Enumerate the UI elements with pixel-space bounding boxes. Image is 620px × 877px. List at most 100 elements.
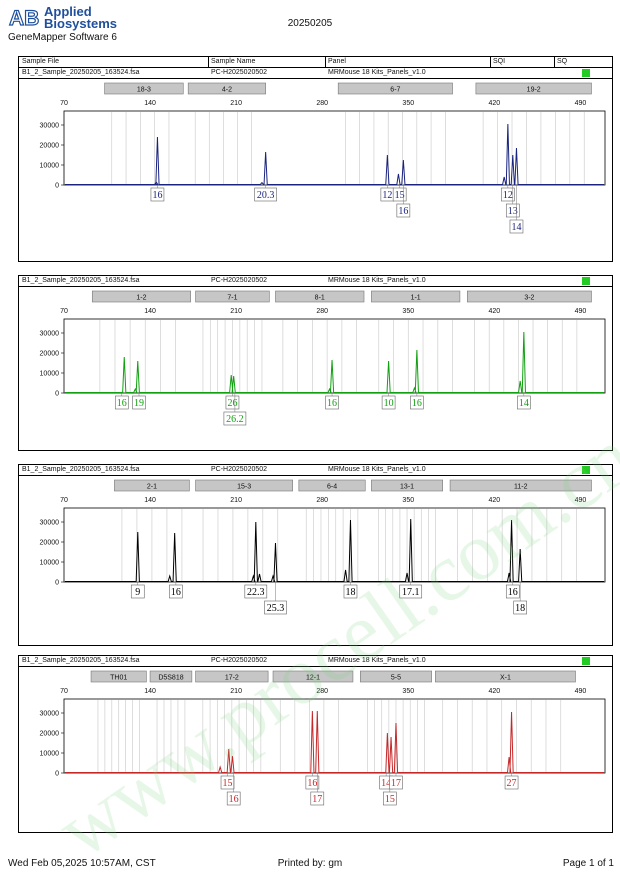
sample-name-value: PC-H2025020502 bbox=[211, 69, 268, 76]
allele-box bbox=[410, 395, 424, 410]
allele-box bbox=[225, 395, 240, 410]
y-tick-label: 10000 bbox=[40, 751, 60, 758]
allele-box bbox=[399, 584, 423, 599]
y-tick-label: 20000 bbox=[40, 731, 60, 738]
marker-bin-12-1: 12-1 bbox=[272, 670, 354, 683]
panel-value: MRMouse 18 Kits_Panels_v1.0 bbox=[328, 657, 426, 664]
allele-label: 26.2 bbox=[226, 414, 244, 425]
allele-label: 19 bbox=[134, 398, 144, 409]
marker-label: 19-2 bbox=[527, 87, 541, 94]
x-tick-label: 420 bbox=[488, 308, 500, 315]
allele-call: 16 bbox=[169, 582, 183, 599]
sample-row: B1_2_Sample_20250205_163524.fsa PC-H20250… bbox=[19, 276, 612, 287]
marker-bin-X-1: X-1 bbox=[435, 670, 576, 683]
x-tick-label: 490 bbox=[575, 308, 587, 315]
allele-call: 13 bbox=[505, 185, 520, 218]
marker-bin-bar bbox=[90, 670, 147, 683]
allele-label: 18 bbox=[515, 603, 525, 614]
marker-bin-bar bbox=[371, 479, 443, 492]
marker-bin-17-2: 17-2 bbox=[195, 670, 269, 683]
sample-file-value: B1_2_Sample_20250205_163524.fsa bbox=[22, 69, 140, 76]
marker-bin-18-3: 18-3 bbox=[104, 82, 184, 95]
marker-bin-bar bbox=[475, 82, 592, 95]
marker-bin-bar bbox=[195, 479, 293, 492]
allele-call: 9 bbox=[130, 582, 145, 599]
marker-bin-8-1: 8-1 bbox=[275, 290, 365, 303]
allele-box bbox=[389, 775, 403, 790]
marker-bin-7-1: 7-1 bbox=[195, 290, 270, 303]
marker-bin-bar bbox=[435, 670, 576, 683]
x-tick-label: 210 bbox=[230, 100, 242, 107]
allele-box bbox=[396, 203, 411, 218]
y-tick-label: 30000 bbox=[40, 331, 60, 338]
allele-box bbox=[343, 584, 358, 599]
allele-box bbox=[130, 584, 145, 599]
marker-bin-bar bbox=[449, 479, 592, 492]
marker-label: 2-1 bbox=[147, 484, 157, 491]
allele-call: 16 bbox=[305, 773, 320, 790]
x-tick-label: 350 bbox=[402, 308, 414, 315]
allele-call: 16 bbox=[396, 185, 411, 218]
allele-box bbox=[381, 395, 396, 410]
allele-box bbox=[305, 775, 320, 790]
column-sqi: SQI bbox=[493, 58, 506, 65]
allele-call: 16 bbox=[505, 582, 520, 599]
marker-label: 15-3 bbox=[237, 484, 251, 491]
y-tick-label: 20000 bbox=[40, 351, 60, 358]
allele-label: 12 bbox=[503, 190, 513, 201]
signal-trace bbox=[65, 331, 604, 393]
allele-box bbox=[244, 584, 268, 599]
allele-box bbox=[517, 395, 531, 410]
allele-label: 16 bbox=[171, 587, 181, 598]
sample-name-value: PC-H2025020502 bbox=[211, 277, 268, 284]
allele-call: 18 bbox=[513, 582, 527, 615]
allele-call: 15 bbox=[392, 185, 407, 202]
marker-label: 4-2 bbox=[222, 87, 232, 94]
marker-bin-6-7: 6-7 bbox=[337, 82, 453, 95]
allele-label: 27 bbox=[507, 778, 517, 789]
marker-bin-bar bbox=[187, 82, 266, 95]
x-tick-label: 350 bbox=[402, 100, 414, 107]
marker-bin-bar bbox=[272, 670, 354, 683]
marker-bin-4-2: 4-2 bbox=[187, 82, 266, 95]
allele-box bbox=[383, 791, 397, 806]
allele-box bbox=[150, 187, 165, 202]
sq-status-indicator bbox=[582, 466, 590, 474]
x-tick-label: 70 bbox=[60, 688, 68, 695]
allele-box bbox=[392, 187, 407, 202]
marker-bin-bar bbox=[149, 670, 193, 683]
allele-label: 15 bbox=[223, 778, 233, 789]
y-tick-label: 10000 bbox=[40, 371, 60, 378]
marker-bin-bar bbox=[298, 479, 366, 492]
allele-box bbox=[325, 395, 339, 410]
allele-box bbox=[169, 584, 183, 599]
allele-box bbox=[505, 584, 520, 599]
sq-status-indicator bbox=[582, 657, 590, 665]
allele-label: 16 bbox=[508, 587, 518, 598]
allele-call: 27 bbox=[504, 773, 519, 790]
column-sample-file: Sample File bbox=[22, 58, 59, 65]
panel-value: MRMouse 18 Kits_Panels_v1.0 bbox=[328, 277, 426, 284]
allele-box bbox=[220, 775, 235, 790]
marker-label: 5-5 bbox=[391, 675, 401, 682]
marker-bin-bar bbox=[275, 290, 365, 303]
allele-call: 15 bbox=[220, 773, 235, 790]
marker-bin-1-2: 1-2 bbox=[91, 290, 191, 303]
allele-call: 12 bbox=[501, 185, 515, 202]
x-tick-label: 70 bbox=[60, 100, 68, 107]
allele-call: 12 bbox=[380, 185, 395, 202]
marker-label: 7-1 bbox=[227, 295, 237, 302]
allele-label: 14 bbox=[511, 222, 521, 233]
allele-label: 15 bbox=[395, 190, 405, 201]
allele-label: 16 bbox=[117, 398, 127, 409]
marker-label: 1-1 bbox=[411, 295, 421, 302]
x-tick-label: 210 bbox=[230, 308, 242, 315]
allele-label: 10 bbox=[384, 398, 394, 409]
brand-line1: Applied bbox=[44, 4, 92, 19]
allele-call: 26 bbox=[225, 393, 240, 410]
y-tick-label: 20000 bbox=[40, 540, 60, 547]
footer-page: Page 1 of 1 bbox=[562, 858, 614, 869]
marker-bin-1-1: 1-1 bbox=[371, 290, 461, 303]
logo-letters: AB bbox=[9, 7, 39, 28]
brand-line2: Biosystems bbox=[44, 16, 117, 31]
